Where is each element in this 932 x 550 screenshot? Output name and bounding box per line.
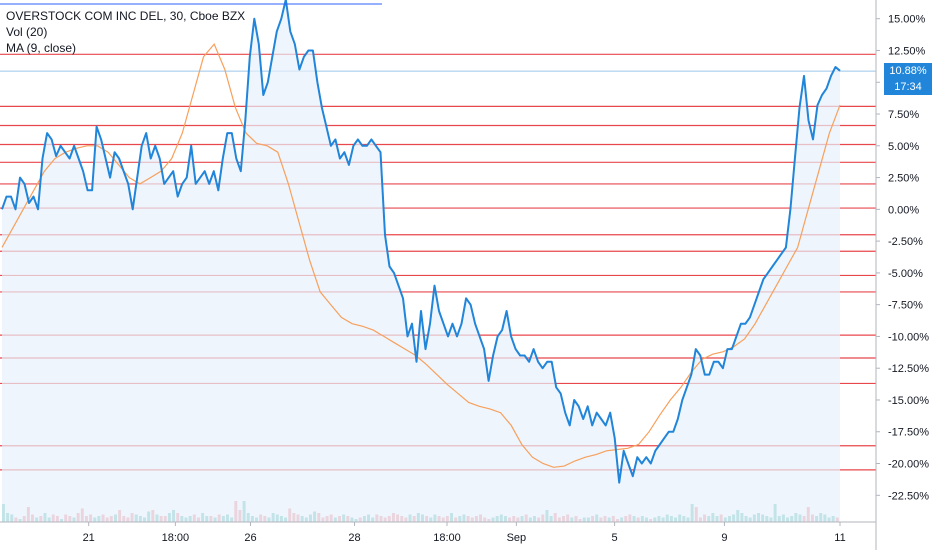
y-tick-label: -22.50% — [888, 490, 929, 502]
y-tick-label: -12.50% — [888, 363, 929, 375]
y-tick-label: -2.50% — [888, 236, 923, 248]
current-price-badge: 10.88% — [884, 63, 932, 80]
ma-series — [1, 42, 841, 468]
x-tick-label: 28 — [348, 532, 360, 544]
x-tick-label: 18:00 — [162, 532, 190, 544]
y-tick-label: 15.00% — [888, 14, 926, 26]
x-tick-label: 9 — [721, 532, 727, 544]
y-tick-label: 0.00% — [888, 204, 919, 216]
y-tick-label: -20.00% — [888, 459, 929, 471]
y-tick-label: -7.50% — [888, 300, 923, 312]
legend-ma: MA (9, close) — [6, 41, 77, 55]
y-tick-label: 2.50% — [888, 173, 919, 185]
x-tick-label: 21 — [83, 532, 95, 544]
countdown-badge: 17:34 — [884, 79, 932, 96]
price-line — [1, 0, 841, 484]
y-tick-label: 12.50% — [888, 45, 926, 57]
price-area-fill — [2, 0, 840, 522]
ma-line — [1, 42, 841, 468]
chart-legend: OVERSTOCK COM INC DEL, 30, Cboe BZX Vol … — [6, 8, 245, 56]
legend-title: OVERSTOCK COM INC DEL, 30, Cboe BZX — [6, 9, 246, 23]
legend-vol: Vol (20) — [6, 25, 48, 39]
price-series — [1, 0, 841, 484]
x-tick-label: 11 — [834, 532, 845, 544]
y-tick-label: -17.50% — [888, 427, 929, 439]
x-tick-label: Sep — [507, 532, 527, 544]
y-tick-label: 7.50% — [888, 109, 919, 121]
x-tick-label: 26 — [244, 532, 256, 544]
y-tick-label: -15.00% — [888, 395, 929, 407]
y-tick-label: -10.00% — [888, 331, 929, 343]
price-area — [2, 0, 840, 522]
x-tick-label: 18:00 — [433, 532, 461, 544]
y-tick-label: 5.00% — [888, 141, 919, 153]
x-tick-label: 5 — [612, 532, 618, 544]
y-tick-label: -5.00% — [888, 268, 923, 280]
